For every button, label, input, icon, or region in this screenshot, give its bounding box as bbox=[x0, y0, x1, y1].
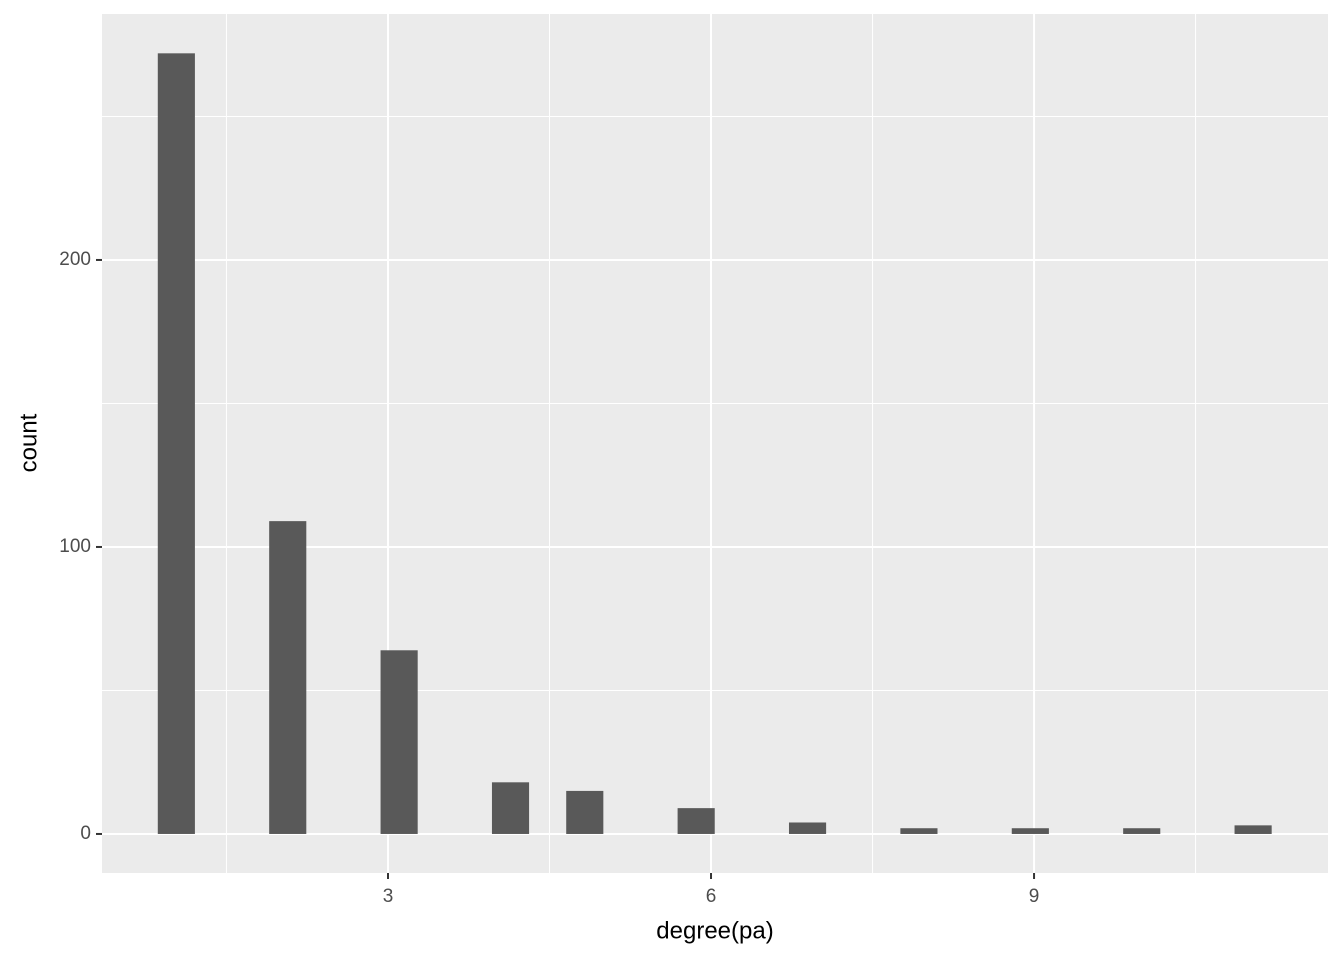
x-tick-label: 3 bbox=[383, 886, 394, 907]
bar bbox=[269, 521, 307, 834]
y-tick-label: 0 bbox=[80, 823, 91, 844]
bar bbox=[157, 53, 195, 834]
y-tick-label: 200 bbox=[59, 249, 91, 270]
bar bbox=[1011, 828, 1049, 834]
panel bbox=[102, 14, 1328, 873]
bar bbox=[1234, 825, 1272, 834]
bar bbox=[788, 822, 827, 834]
bars bbox=[157, 53, 1272, 834]
x-axis-title: degree(pa) bbox=[656, 917, 773, 944]
bar bbox=[491, 782, 530, 834]
x-tick-label: 6 bbox=[706, 886, 717, 907]
bar bbox=[1123, 828, 1161, 834]
bar bbox=[380, 650, 418, 834]
y-tick-label: 100 bbox=[59, 536, 91, 557]
bar bbox=[677, 808, 715, 834]
x-tick-label: 9 bbox=[1029, 886, 1040, 907]
y-axis-title: count bbox=[15, 413, 42, 472]
bar bbox=[566, 790, 604, 834]
bar bbox=[900, 828, 938, 834]
